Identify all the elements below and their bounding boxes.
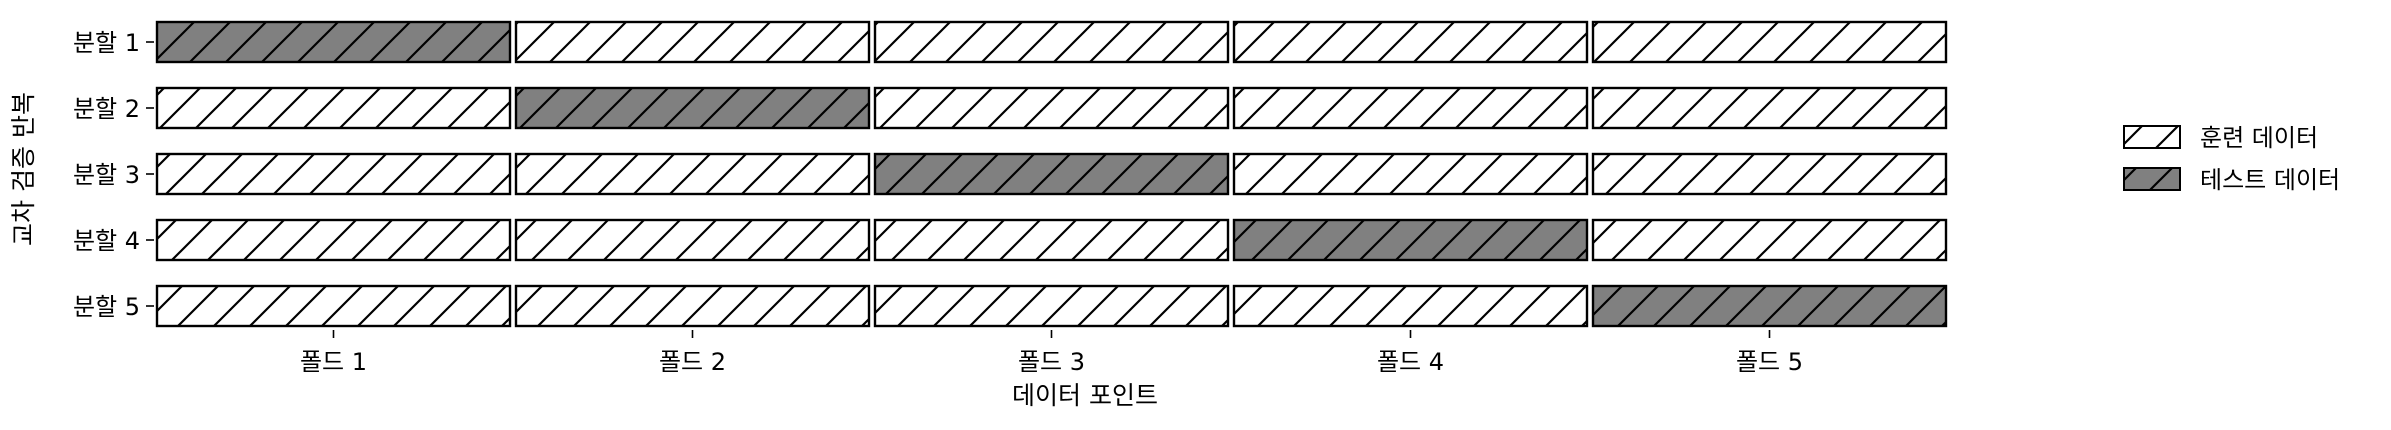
train-fold-bar bbox=[873, 218, 1230, 262]
y-tick-label: 분할 4 bbox=[73, 227, 140, 255]
train-fold-bar bbox=[514, 152, 871, 196]
train-fold-bar bbox=[155, 284, 512, 328]
test-fold-bar bbox=[514, 86, 871, 130]
legend-item-test: 테스트 데이터 bbox=[2123, 166, 2340, 194]
train-fold-bar bbox=[1591, 218, 1948, 262]
test-fold-bar bbox=[155, 20, 512, 64]
x-tick-label: 폴드 5 bbox=[1736, 348, 1803, 376]
train-fold-bar bbox=[1232, 86, 1589, 130]
x-tick-label: 폴드 4 bbox=[1377, 348, 1444, 376]
train-fold-bar bbox=[514, 20, 871, 64]
y-tick-label: 분할 2 bbox=[73, 95, 140, 123]
train-fold-bar bbox=[873, 284, 1230, 328]
train-fold-bar bbox=[1232, 284, 1589, 328]
train-fold-bar bbox=[514, 284, 871, 328]
train-fold-bar bbox=[514, 218, 871, 262]
test-fold-bar bbox=[1591, 284, 1948, 328]
train-fold-bar bbox=[1591, 152, 1948, 196]
legend-item-train: 훈련 데이터 bbox=[2123, 124, 2318, 152]
train-fold-bar bbox=[1591, 20, 1948, 64]
train-fold-bar bbox=[155, 218, 512, 262]
y-tick-label: 분할 1 bbox=[73, 29, 140, 57]
x-tick-label: 폴드 2 bbox=[659, 348, 726, 376]
y-tick-label: 분할 3 bbox=[73, 161, 140, 189]
test-fold-bar bbox=[873, 152, 1230, 196]
y-tick-label: 분할 5 bbox=[73, 293, 140, 321]
x-tick-label: 폴드 1 bbox=[300, 348, 367, 376]
x-tick-label: 폴드 3 bbox=[1018, 348, 1085, 376]
train-fold-bar bbox=[155, 152, 512, 196]
train-fold-bar bbox=[155, 86, 512, 130]
x-axis-label: 데이터 포인트 bbox=[1012, 381, 1158, 410]
legend-label: 테스트 데이터 bbox=[2200, 166, 2340, 194]
y-axis-label: 교차 검증 반복 bbox=[9, 92, 38, 246]
train-fold-bar bbox=[1232, 20, 1589, 64]
train-fold-bar bbox=[1232, 152, 1589, 196]
bars-group bbox=[155, 20, 1948, 328]
y-axis: 분할 1 분할 2 분할 3 분할 4 분할 5 bbox=[73, 29, 154, 321]
test-fold-bar bbox=[1232, 218, 1589, 262]
train-fold-bar bbox=[873, 86, 1230, 130]
train-fold-bar bbox=[873, 20, 1230, 64]
x-axis: 폴드 1 폴드 2 폴드 3 폴드 4 폴드 5 bbox=[300, 330, 1803, 376]
train-fold-bar bbox=[1591, 86, 1948, 130]
legend-label: 훈련 데이터 bbox=[2200, 124, 2318, 152]
